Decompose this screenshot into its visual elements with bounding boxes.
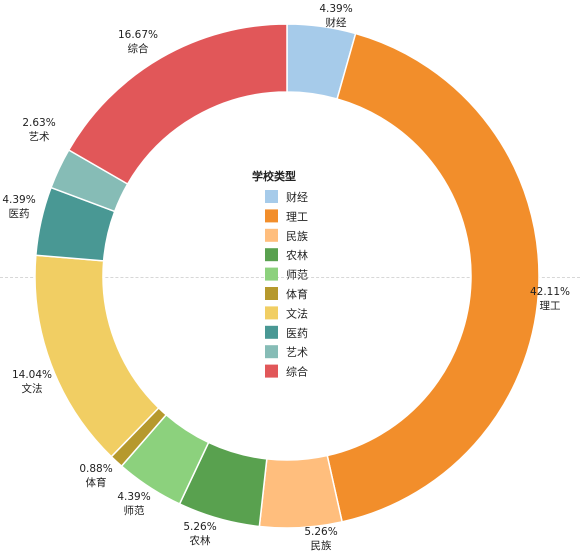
slice-name-label: 师范 [124, 504, 145, 517]
legend-swatch [265, 209, 278, 223]
legend-swatch [265, 228, 278, 242]
slice-民族 [258, 454, 344, 529]
slice-percent-label: 5.26% [304, 526, 337, 538]
slice-percent-label: 16.67% [118, 29, 158, 41]
slice-percent-label: 5.26% [183, 521, 216, 533]
legend-label: 艺术 [286, 346, 308, 359]
legend-label: 理工 [286, 210, 308, 223]
slice-综合 [67, 23, 288, 186]
slice-percent-label: 4.39% [2, 194, 35, 206]
slice-percent-label: 14.04% [12, 369, 52, 381]
slice-name-label: 理工 [540, 300, 561, 312]
slice-name-label: 文法 [22, 382, 43, 395]
slice-理工 [326, 32, 540, 523]
legend-label: 师范 [286, 268, 308, 282]
legend-label: 农林 [286, 248, 308, 262]
legend-label: 民族 [286, 229, 308, 243]
legend-swatch [265, 325, 278, 339]
legend-label: 医药 [286, 327, 308, 340]
legend-swatch [265, 190, 278, 203]
legend-swatch [265, 306, 278, 320]
slice-percent-label: 0.88% [79, 463, 112, 475]
donut-slices [34, 23, 540, 529]
slice-percent-label: 4.39% [117, 491, 150, 503]
reference-dashed-line [0, 277, 580, 278]
slice-name-label: 艺术 [29, 131, 50, 143]
legend-title: 学校类型 [252, 169, 296, 183]
slice-name-label: 农林 [190, 534, 211, 547]
legend-label: 综合 [286, 365, 308, 379]
slice-percent-label: 42.11% [530, 286, 570, 298]
slice-percent-label: 4.39% [319, 3, 352, 15]
legend-label: 体育 [286, 287, 308, 301]
slice-name-label: 民族 [311, 539, 332, 552]
legend-swatch [265, 287, 278, 300]
legend-swatch [265, 267, 278, 281]
slice-percent-label: 2.63% [22, 117, 55, 129]
slice-文法 [34, 254, 160, 458]
slice-name-label: 医药 [9, 208, 30, 220]
legend-label: 文法 [286, 306, 308, 320]
slice-name-label: 财经 [326, 16, 347, 29]
legend-label: 财经 [286, 190, 308, 204]
slice-name-label: 综合 [128, 42, 149, 55]
slice-labels: 4.39%财经42.11%理工5.26%民族5.26%农林4.39%师范0.88… [2, 3, 570, 552]
legend-swatch [265, 248, 278, 262]
slice-name-label: 体育 [86, 476, 107, 489]
legend-swatch [265, 345, 278, 359]
legend-swatch [265, 364, 278, 378]
